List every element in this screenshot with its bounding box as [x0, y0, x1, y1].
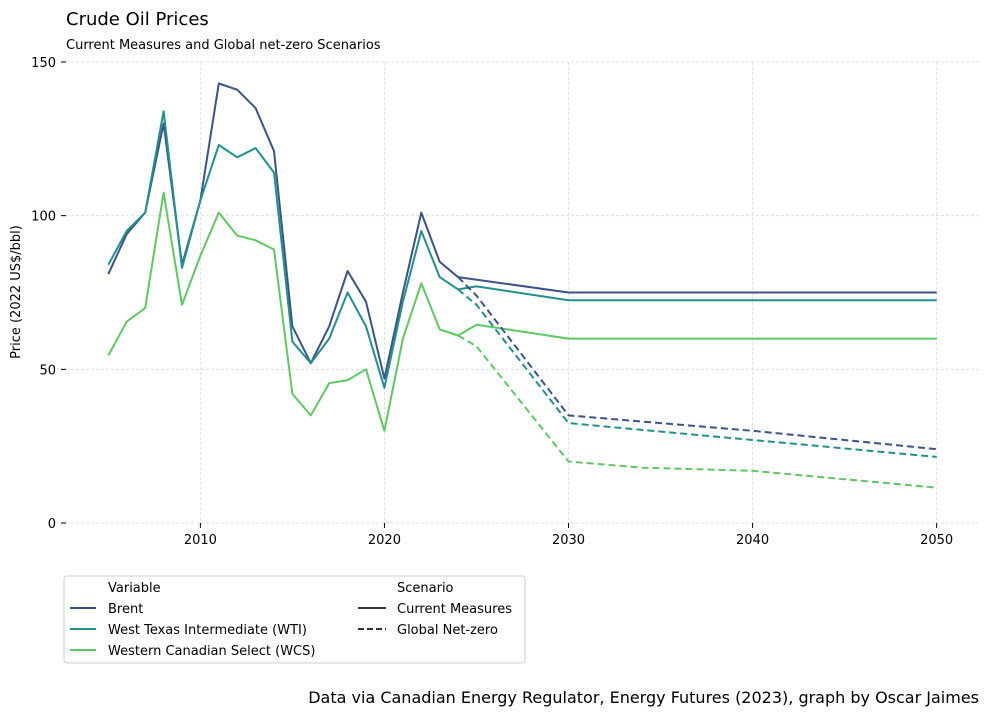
chart-subtitle: Current Measures and Global net-zero Sce…	[66, 38, 381, 53]
series-line-brent-global-net-zero	[457, 276, 937, 451]
series-line-west-texas-intermediate-wti-current-measures	[107, 110, 937, 389]
x-tick-label: 2010	[184, 533, 217, 548]
x-tick-label: 2030	[552, 533, 585, 548]
legend-scenario-header: Scenario	[397, 581, 454, 596]
legend-frame	[63, 575, 526, 664]
series-line-western-canadian-select-wcs-global-net-zero	[457, 334, 937, 489]
legend-scenario-label: Current Measures	[397, 602, 512, 617]
series-line-west-texas-intermediate-wti-global-net-zero	[457, 288, 937, 458]
y-tick-label: 100	[31, 210, 56, 225]
plot-area	[107, 82, 937, 489]
y-tick-label: 0	[48, 517, 56, 532]
series-line-western-canadian-select-wcs-current-measures	[107, 191, 937, 432]
y-axis-label: Price (2022 US$/bbl)	[9, 225, 24, 359]
legend-variable-label: Brent	[108, 602, 143, 617]
y-tick-label: 150	[31, 56, 56, 71]
x-tick-label: 2050	[920, 533, 953, 548]
legend: Variable Scenario Brent West Texas Interm…	[63, 575, 526, 664]
legend-scenario-label: Global Net-zero	[397, 623, 498, 638]
legend-variable-label: West Texas Intermediate (WTI)	[108, 623, 307, 638]
x-tick-label: 2020	[368, 533, 401, 548]
x-tick-label: 2040	[736, 533, 769, 548]
axes: 0 50 100 150 2010 2020 2030 2040 2050	[31, 56, 953, 548]
chart-title: Crude Oil Prices	[66, 9, 209, 30]
legend-variable-label: Western Canadian Select (WCS)	[108, 644, 315, 659]
source-credit: Data via Canadian Energy Regulator, Ener…	[308, 688, 979, 707]
y-tick-label: 50	[39, 363, 56, 378]
legend-variable-header: Variable	[108, 581, 161, 596]
